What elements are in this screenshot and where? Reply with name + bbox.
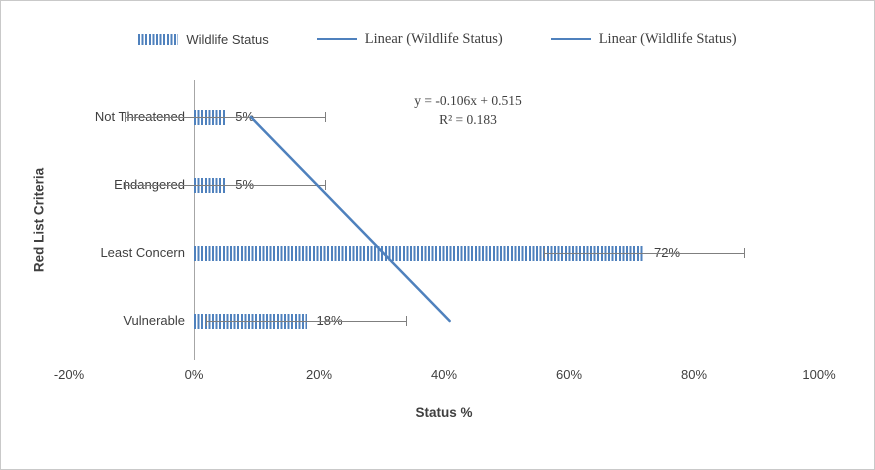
y-axis-title: Red List Criteria (31, 167, 47, 273)
legend-label: Linear (Wildlife Status) (364, 30, 503, 47)
legend-bar-swatch-icon (138, 33, 179, 45)
error-bar-line (206, 320, 407, 322)
category-label: Least Concern (100, 245, 185, 260)
x-tick-label: 100% (802, 367, 836, 382)
error-bar-cap (324, 112, 326, 122)
trendline[interactable] (249, 115, 451, 323)
legend-item-wildlife-status[interactable]: Wildlife Status (138, 29, 269, 49)
x-tick-label: -20% (53, 367, 85, 382)
error-bar-line (125, 116, 326, 118)
legend-label: Linear (Wildlife Status) (598, 30, 737, 47)
x-tick-label: 60% (555, 367, 583, 382)
x-tick-label: 80% (680, 367, 708, 382)
category-label: Vulnerable (123, 313, 185, 328)
legend-item-linear-2[interactable]: Linear (Wildlife Status) (550, 29, 737, 49)
zero-axis-line (193, 80, 195, 360)
error-bar-cap (324, 180, 326, 190)
trendline-equation-line: y = -0.106x + 0.515 (414, 93, 522, 108)
legend-line-swatch-icon (316, 37, 357, 41)
x-tick-label: 0% (184, 367, 204, 382)
x-axis-title: Status % (415, 405, 473, 420)
error-bar-line (125, 184, 326, 186)
x-tick-label: 40% (430, 367, 458, 382)
plot-area: Not Threatened 5% Endangered 5% Least Concer… (54, 80, 836, 382)
legend-item-linear-1[interactable]: Linear (Wildlife Status) (316, 29, 503, 49)
error-bar-cap (406, 316, 407, 326)
error-bar-cap (206, 316, 207, 326)
error-bar-cap (543, 248, 545, 258)
legend-line-swatch-icon (550, 37, 591, 41)
chart-legend: Wildlife Status Linear (Wildlife Status)… (1, 29, 874, 49)
error-bar-line (544, 252, 744, 254)
trendline-equation: y = -0.106x + 0.515 R² = 0.183 (373, 91, 563, 129)
legend-label: Wildlife Status (186, 31, 269, 47)
trendline-r-squared: R² = 0.183 (439, 112, 497, 127)
error-bar-cap (743, 248, 745, 258)
error-bar-cap (124, 180, 126, 190)
x-tick-label: 20% (305, 367, 333, 382)
error-bar-cap (124, 112, 126, 122)
